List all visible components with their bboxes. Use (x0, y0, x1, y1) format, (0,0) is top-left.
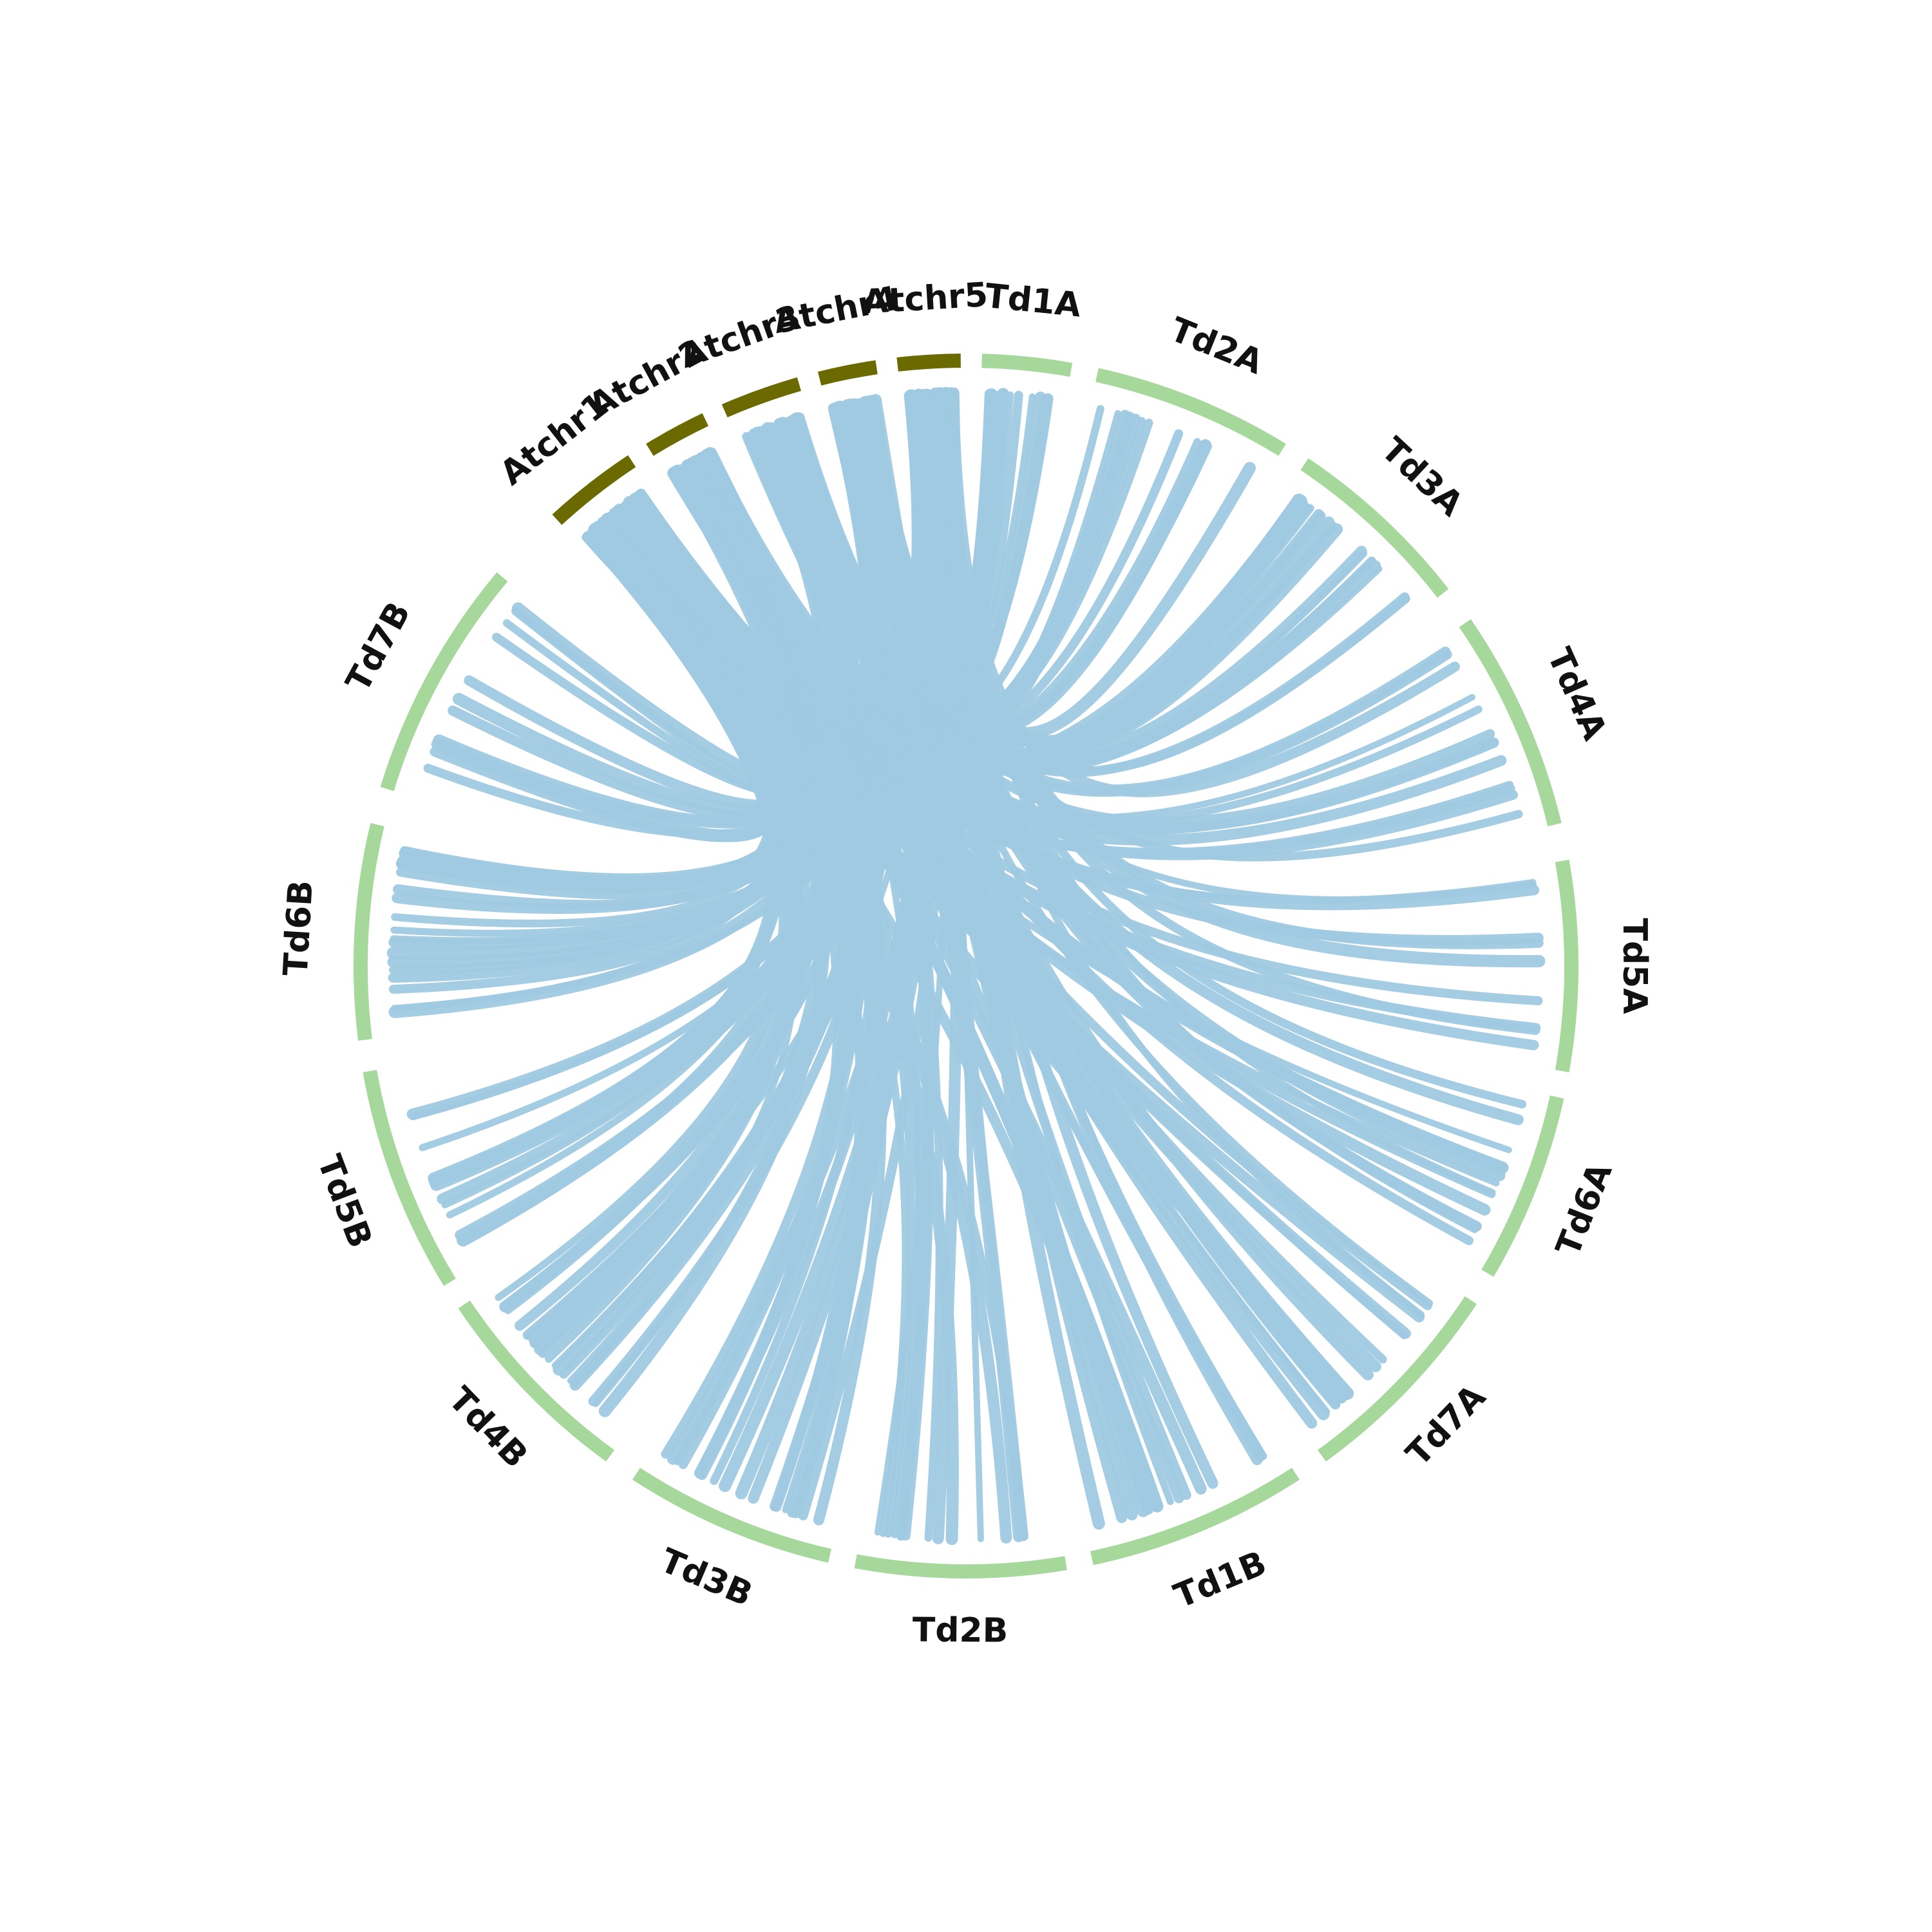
label-td4b: Td4B (440, 1380, 535, 1476)
segment-td5a (1555, 859, 1578, 1073)
segment-atchr5 (896, 354, 961, 372)
label-td6a: Td6A (1549, 1158, 1620, 1262)
segment-td2a (1095, 368, 1286, 456)
label-td7a: Td7A (1399, 1378, 1493, 1473)
synteny-links (386, 387, 1546, 1546)
synteny-link-210 (866, 396, 1191, 1500)
segment-td1a (981, 354, 1073, 377)
label-td1b: Td1B (1169, 1544, 1272, 1616)
segment-td5b (363, 1070, 456, 1286)
synteny-link-195 (502, 514, 794, 800)
segment-td7b (380, 572, 508, 791)
segment-td7a (1318, 1296, 1477, 1462)
label-td6b: Td6B (276, 879, 320, 977)
synteny-link-226 (409, 389, 957, 1121)
chromosome-segments (354, 354, 1578, 1578)
synteny-link-222 (587, 504, 1314, 775)
label-td3b: Td3B (655, 1541, 758, 1614)
label-atchr5: Atchr5 (862, 276, 989, 322)
synteny-link-228 (423, 389, 940, 838)
synteny-link-221 (390, 392, 923, 937)
synteny-link-223 (399, 448, 815, 887)
synteny-link-206 (538, 518, 800, 1358)
synteny-link-227 (495, 533, 786, 1302)
label-td5a: Td5A (1615, 918, 1654, 1014)
segment-atchr1 (552, 455, 636, 526)
segment-td2b (854, 1554, 1067, 1578)
segment-atchr3 (721, 377, 801, 418)
synteny-link-190 (905, 389, 1546, 968)
segment-td1b (1090, 1468, 1300, 1566)
segment-td4a (1459, 619, 1562, 827)
segment-td6a (1481, 1095, 1564, 1277)
synteny-link-209 (464, 455, 817, 810)
label-td2b: Td2B (913, 1611, 1009, 1650)
label-td3a: Td3A (1374, 430, 1470, 524)
segment-td6b (354, 823, 384, 1041)
synteny-link-229 (705, 440, 1209, 744)
synteny-link-187 (428, 522, 781, 1188)
synteny-link-193 (789, 413, 1367, 765)
synteny-link-203 (775, 417, 1354, 1400)
label-td7b: Td7B (339, 596, 419, 698)
label-td2a: Td2A (1164, 310, 1268, 382)
synteny-link-224 (748, 387, 961, 1504)
segment-td3b (632, 1468, 831, 1563)
segment-atchr4 (817, 360, 878, 386)
label-td1a: Td1A (983, 277, 1083, 325)
label-td5b: Td5B (310, 1150, 380, 1253)
segment-atchr2 (646, 413, 709, 456)
synteny-link-219 (691, 455, 1499, 833)
synteny-link-199 (849, 401, 1434, 1307)
label-td4a: Td4A (1540, 642, 1614, 746)
synteny-link-225 (622, 393, 1036, 746)
segment-td4b (458, 1300, 614, 1462)
segment-td3a (1300, 458, 1449, 598)
synteny-link-214 (522, 390, 931, 1340)
